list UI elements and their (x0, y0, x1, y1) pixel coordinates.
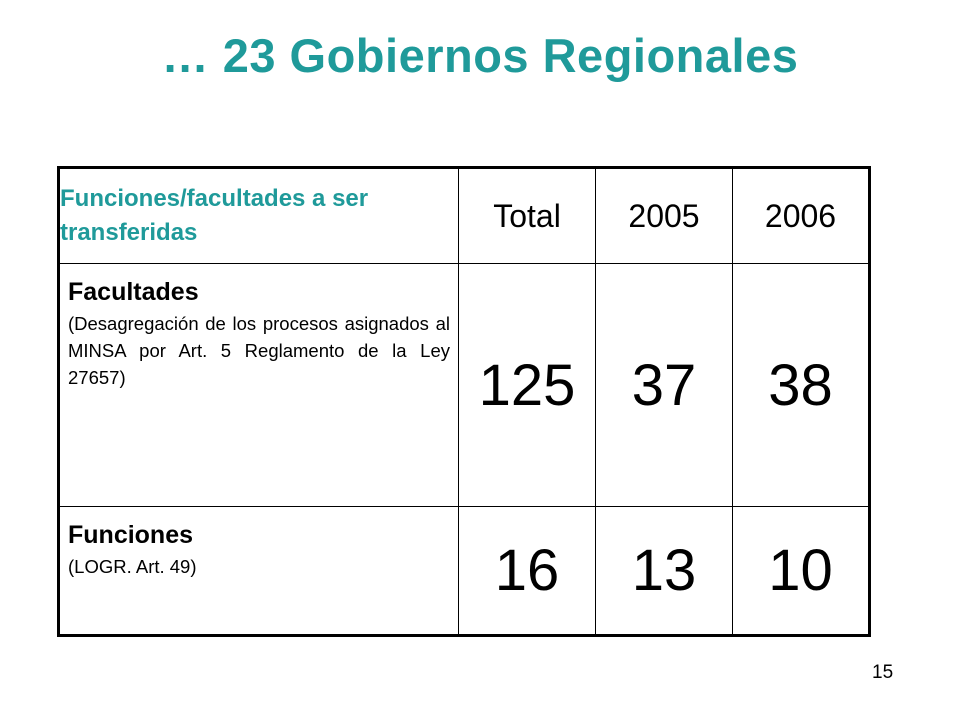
table-row: Facultades (Desagregación de los proceso… (58, 263, 870, 507)
page-number: 15 (872, 662, 894, 683)
cell-2006: 38 (732, 263, 870, 507)
cell-2006: 10 (732, 506, 870, 636)
row-title: Funciones (68, 521, 194, 549)
row-note: (Desagregación de los procesos asignados… (68, 313, 450, 388)
cell-2005: 13 (595, 506, 733, 636)
table-row: Funciones (LOGR. Art. 49) 16 13 10 (58, 506, 870, 636)
row-title: Facultades (68, 278, 199, 306)
header-total: Total (458, 167, 596, 264)
header-year-2006: 2006 (732, 167, 870, 264)
table-header-row: Funciones/facultades a ser transferidas … (58, 167, 870, 264)
slide-title: … 23 Gobiernos Regionales (161, 29, 799, 82)
row-description: Funciones (LOGR. Art. 49) (58, 506, 459, 636)
cell-total: 125 (458, 263, 596, 507)
row-note: (LOGR. Art. 49) (68, 556, 197, 577)
transfer-table: Funciones/facultades a ser transferidas … (57, 166, 871, 637)
cell-total: 16 (458, 506, 596, 636)
header-year-2005: 2005 (595, 167, 733, 264)
row-description: Facultades (Desagregación de los proceso… (58, 263, 459, 507)
header-label: Funciones/facultades a ser transferidas (58, 167, 459, 264)
cell-2005: 37 (595, 263, 733, 507)
